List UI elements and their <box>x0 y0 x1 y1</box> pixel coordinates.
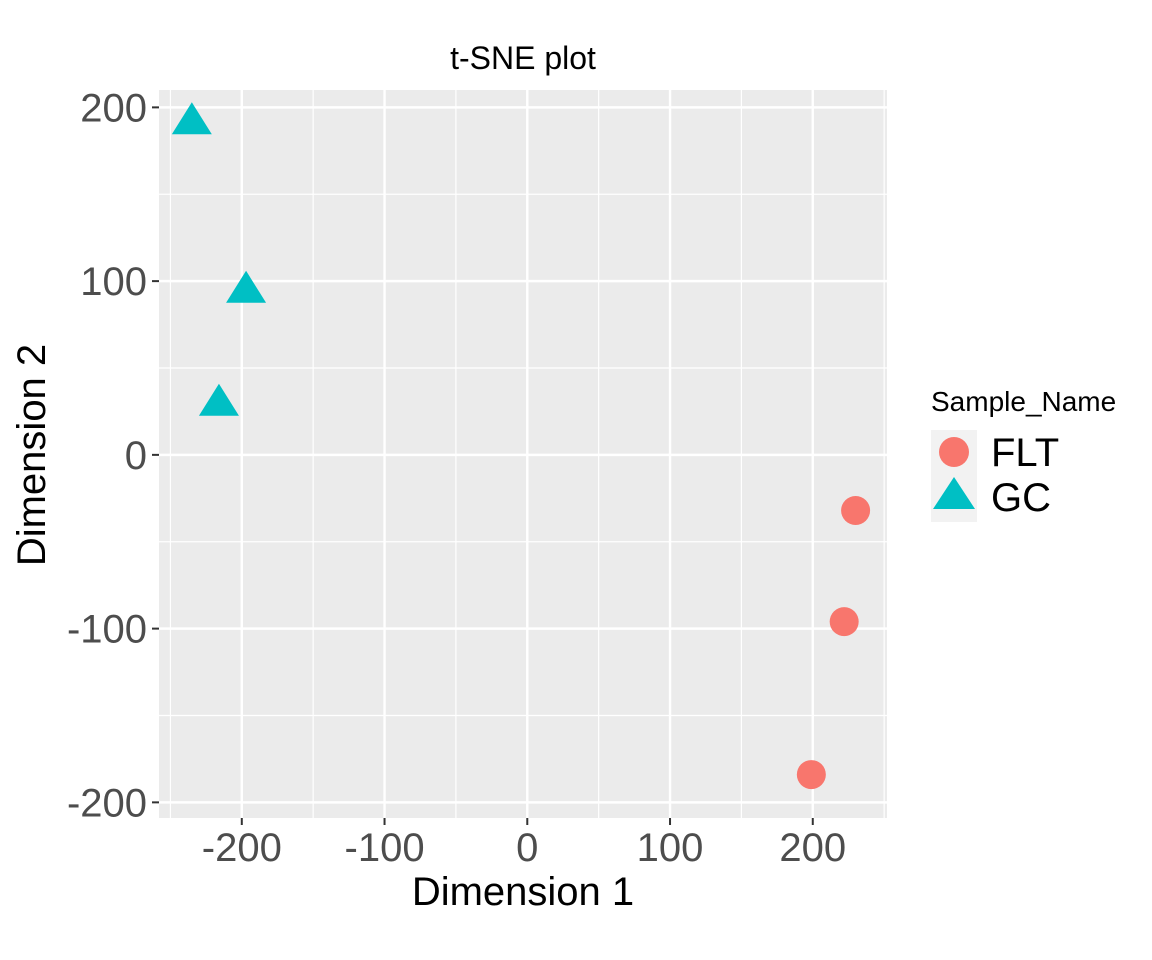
y-axis-label: Dimension 2 <box>10 344 54 566</box>
data-points <box>171 102 871 790</box>
point-gc <box>198 383 239 416</box>
point-gc <box>171 102 212 135</box>
y-tick-label: 0 <box>125 434 147 478</box>
y-tick-label: -100 <box>67 608 147 652</box>
legend-title: Sample_Name <box>931 386 1116 417</box>
x-tick-label: 200 <box>779 826 846 870</box>
y-tick-label: 200 <box>80 86 147 130</box>
x-tick-label: 0 <box>516 826 538 870</box>
x-tick-label: -200 <box>202 826 282 870</box>
legend: Sample_Name FLT GC <box>931 386 1116 522</box>
point-flt <box>841 495 871 525</box>
x-tick-label: 100 <box>637 826 704 870</box>
y-tick-label: -200 <box>67 781 147 825</box>
x-tick-labels: -200 -100 0 100 200 <box>202 826 846 870</box>
point-gc <box>226 270 267 303</box>
legend-label-flt: FLT <box>991 431 1059 475</box>
legend-key-gc <box>933 477 975 509</box>
y-tick-label: 100 <box>80 260 147 304</box>
axis-ticks <box>152 106 814 825</box>
point-flt <box>796 760 826 790</box>
x-axis-label: Dimension 1 <box>412 870 634 914</box>
chart-title: t-SNE plot <box>450 40 596 76</box>
x-tick-label: -100 <box>345 826 425 870</box>
grid-major <box>159 90 887 818</box>
legend-key-flt <box>939 437 969 467</box>
legend-label-gc: GC <box>991 476 1051 520</box>
point-flt <box>829 607 859 637</box>
y-tick-labels: -200 -100 0 100 200 <box>67 86 147 825</box>
